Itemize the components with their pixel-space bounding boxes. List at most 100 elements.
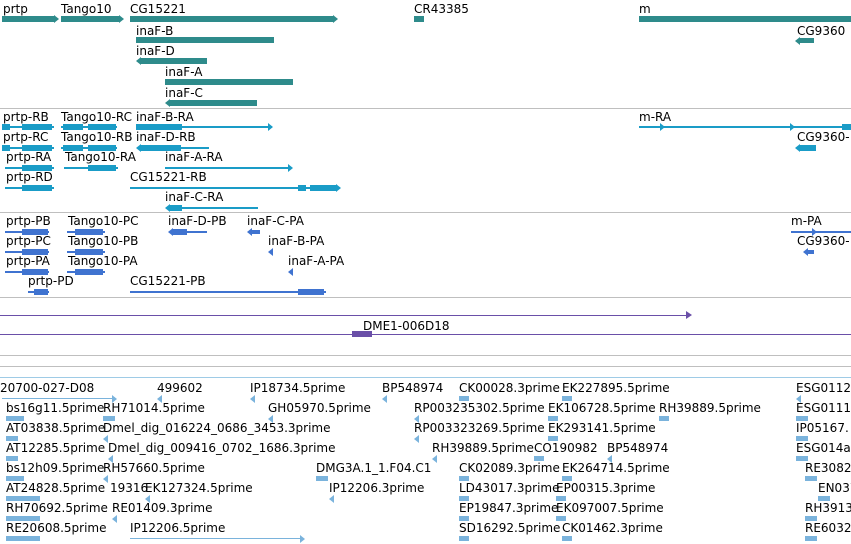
est-label[interactable]: RE6032 [805,521,851,535]
est-label[interactable]: EK227895.5prime [562,381,670,395]
est-label[interactable]: EK293141.5prime [548,421,656,435]
est-label[interactable]: RH70692.5prime [6,501,108,515]
est-label[interactable]: RP003323269.5prime [414,421,545,435]
protein-label[interactable]: inaF-C-PA [247,214,304,228]
protein-domain[interactable] [22,229,48,235]
gene-label[interactable]: CG9360 [797,24,846,38]
est-block[interactable] [6,436,18,441]
est-label[interactable]: RE3082 [805,461,851,475]
transcript-label[interactable]: inaF-D-RB [136,130,196,144]
est-block[interactable] [459,516,469,521]
gene-bar[interactable] [165,79,293,85]
protein-label[interactable]: Tango10-PC [68,214,139,228]
est-block[interactable] [6,476,24,481]
transcript-intron[interactable] [130,187,336,189]
est-block[interactable] [805,536,817,541]
protein-domain[interactable] [34,289,48,295]
exon[interactable] [22,124,52,130]
est-block[interactable] [548,436,558,441]
est-block[interactable] [459,496,469,501]
exon[interactable] [88,145,116,151]
transcript-label[interactable]: Tango10-RA [65,150,136,164]
exon[interactable] [22,165,52,171]
protein-label[interactable]: CG15221-PB [130,274,206,288]
gene-bar[interactable] [130,16,333,22]
est-label[interactable]: EK127324.5prime [145,481,253,495]
protein-label[interactable]: prtp-PC [6,234,51,248]
gene-label[interactable]: Tango10 [61,2,112,16]
est-block[interactable] [659,416,669,421]
protein-label[interactable]: CG9360- [797,234,850,248]
est-block[interactable] [556,516,566,521]
transcript-label[interactable]: inaF-B-RA [136,110,194,124]
est-label[interactable]: CK02089.3prime [459,461,560,475]
protein-domain[interactable] [252,230,260,234]
protein-span[interactable] [130,291,326,293]
gene-bar[interactable] [414,16,424,22]
transcript-label[interactable]: inaF-A-RA [165,150,223,164]
protein-domain[interactable] [75,269,103,275]
est-block[interactable] [818,496,830,501]
est-label[interactable]: RP003235302.5prime [414,401,545,415]
exon[interactable] [2,124,10,130]
transcript-label[interactable]: prtp-RD [6,170,53,184]
protein-label[interactable]: Tango10-PB [68,234,139,248]
exon[interactable] [88,165,116,171]
est-label[interactable]: CO190982 [534,441,598,455]
gene-bar[interactable] [800,38,814,43]
est-label[interactable]: EK097007.5prime [556,501,664,515]
est-block[interactable] [556,496,566,501]
gene-label[interactable]: CG15221 [130,2,186,16]
exon[interactable] [22,145,52,151]
est-label[interactable]: ESG014a. [796,441,851,455]
gene-label[interactable]: m [639,2,651,16]
est-label[interactable]: RH57660.5prime [103,461,205,475]
gene-bar[interactable] [170,100,257,106]
est-label[interactable]: IP18734.5prime [250,381,346,395]
transcript-intron[interactable] [165,167,291,169]
protein-domain[interactable] [808,250,814,254]
transcript-label[interactable]: inaF-C-RA [165,190,224,204]
est-label[interactable]: DMG3A.1_1.F04.C1 [316,461,432,475]
est-label[interactable]: AT24828.5prime [6,481,106,495]
est-label[interactable]: RH3913 [805,501,851,515]
protein-label[interactable]: prtp-PB [6,214,51,228]
est-block[interactable] [562,476,572,481]
gene-label[interactable]: CR43385 [414,2,469,16]
gene-label[interactable]: prtp [3,2,28,16]
protein-domain[interactable] [75,249,103,255]
transcript-intron[interactable] [136,126,272,128]
transcript-label[interactable]: m-RA [639,110,672,124]
est-label[interactable]: RE20608.5prime [6,521,107,535]
est-span[interactable] [130,538,300,539]
est-label[interactable]: EN0374 [818,481,851,495]
exon[interactable] [842,124,851,130]
est-label[interactable]: GH05970.5prime [268,401,371,415]
est-block[interactable] [6,416,24,421]
protein-label[interactable]: Tango10-PA [68,254,138,268]
est-block[interactable] [103,416,115,421]
est-label[interactable]: AT12285.5prime [6,441,106,455]
protein-span[interactable] [791,231,851,233]
est-label[interactable]: SD16292.5prime [459,521,561,535]
exon[interactable] [63,124,83,130]
est-block[interactable] [316,476,328,481]
protein-domain[interactable] [22,269,48,275]
gene-bar[interactable] [639,16,851,22]
est-label[interactable]: 499602 [157,381,203,395]
est-label[interactable]: RH71014.5prime [103,401,205,415]
transcript-intron[interactable] [639,126,851,128]
est-block[interactable] [6,496,40,501]
protein-domain[interactable] [75,229,103,235]
gene-bar[interactable] [136,37,274,43]
exon[interactable] [170,205,182,211]
exon[interactable] [136,124,182,130]
gene-bar[interactable] [61,16,119,22]
est-label[interactable]: RH39889.5prime [432,441,534,455]
protein-label[interactable]: m-PA [791,214,822,228]
gene-label[interactable]: inaF-D [136,44,175,58]
transcript-label[interactable]: prtp-RA [6,150,52,164]
gene-label[interactable]: inaF-A [165,65,203,79]
est-block[interactable] [562,536,572,541]
est-block[interactable] [6,516,40,521]
